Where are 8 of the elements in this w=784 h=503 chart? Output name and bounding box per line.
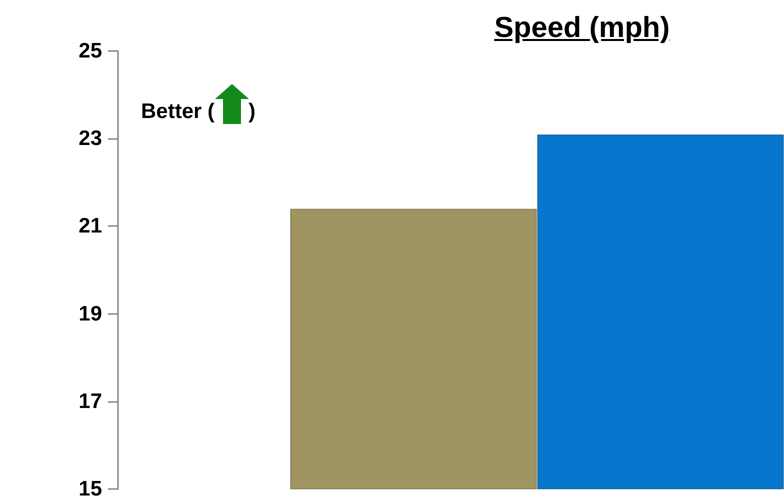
y-tick-label: 17: [78, 390, 102, 413]
chart-title: Speed (mph): [493, 12, 671, 45]
y-tick-label: 23: [78, 127, 102, 150]
y-tick-label: 25: [78, 40, 102, 62]
y-tick-label: 21: [78, 214, 102, 238]
y-tick-label: 19: [78, 302, 102, 326]
y-tick-label: 15: [78, 478, 102, 500]
text: Better ( ): [141, 100, 256, 123]
